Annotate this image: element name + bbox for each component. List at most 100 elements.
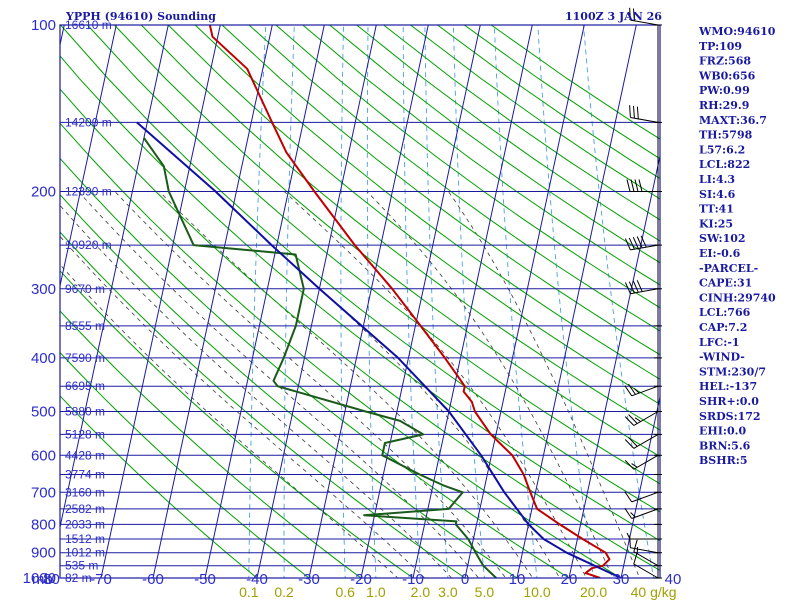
height-label-600: 4428 m <box>65 448 105 462</box>
wind-barb-staff <box>630 19 659 26</box>
isotherm--40 <box>256 25 377 578</box>
wind-barb-feather <box>633 105 635 119</box>
dry-adiabat-110 <box>194 25 660 380</box>
mixing-ratio-line-10 <box>493 25 538 578</box>
moist-adiabat-5 <box>78 191 480 578</box>
moist-adiabat-25 <box>283 191 587 578</box>
wind-barb-feather <box>632 280 639 293</box>
wind-barb-feather <box>624 491 633 503</box>
index-entry: -WIND- <box>699 351 745 364</box>
index-entry: CAP:7.2 <box>699 321 747 334</box>
pressure-label-900: 900 <box>31 545 56 562</box>
height-label-150: 14200 m <box>65 115 112 129</box>
temperature-profile <box>208 25 611 578</box>
index-entry: TP:109 <box>699 40 742 53</box>
wind-barb-feather <box>624 282 631 294</box>
wind-barb-staff <box>630 288 659 295</box>
mixing-ratio-label: 0.2 <box>274 584 294 600</box>
height-label-300: 9670 m <box>65 282 105 296</box>
pressure-label-800: 800 <box>31 516 56 533</box>
dry-adiabat-20 <box>60 157 570 578</box>
wind-barb-feather <box>636 236 643 249</box>
temp-tick-label: -30 <box>298 571 320 588</box>
index-entry: LCL:766 <box>699 306 751 319</box>
temp-tick-label: -80 <box>38 571 60 588</box>
mixing-ratio-label: 20.0 <box>580 584 607 600</box>
wind-barb-staff <box>633 454 659 470</box>
wind-barb-staff <box>631 385 659 397</box>
wind-barb <box>629 105 659 123</box>
temp-tick-label: 10 <box>509 571 526 588</box>
index-entry: EI:-0.6 <box>699 247 741 260</box>
wind-barb-feather <box>624 460 635 470</box>
dry-adiabat-140 <box>275 25 660 309</box>
wind-barb-feather <box>636 280 643 292</box>
wind-barb-feather <box>628 437 638 447</box>
wind-barb-feather <box>624 385 633 397</box>
mixing-ratio-label: 0.6 <box>335 584 355 600</box>
temp-tick-label: -50 <box>194 571 216 588</box>
wind-barb-staff <box>631 491 659 503</box>
dry-adiabat-60 <box>60 25 660 513</box>
temp-tick-label: -10 <box>402 571 424 588</box>
dry-adiabat-100 <box>167 25 660 405</box>
height-label-900: 1012 m <box>65 546 105 560</box>
wind-barb <box>633 539 659 567</box>
plot-frame <box>59 24 661 579</box>
pressure-label-700: 700 <box>31 484 56 501</box>
parcel-profile <box>136 121 622 578</box>
moist-adiabat-35 <box>448 191 641 578</box>
wind-barb-feather <box>634 417 641 422</box>
wind-barb-staff <box>633 551 659 567</box>
pressure-label-500: 500 <box>31 404 56 421</box>
isotherm-30 <box>620 394 660 578</box>
mixing-ratio-line-1 <box>366 25 377 578</box>
index-entry: BSHR:5 <box>699 454 748 467</box>
wind-barb-feather <box>624 439 635 449</box>
wind-barb-feather <box>633 8 635 21</box>
moist-adiabat-15 <box>159 191 534 578</box>
dry-adiabat--30 <box>60 351 310 578</box>
wind-barb <box>629 7 659 26</box>
wind-barb-feather <box>632 236 639 249</box>
wind-barb-feather <box>626 179 631 192</box>
wind-barb-feather <box>630 512 636 518</box>
pressure-unit-label: mb <box>32 571 53 588</box>
temp-tick-label: 20 <box>561 571 578 588</box>
pressure-label-600: 600 <box>31 447 56 464</box>
isotherm--70 <box>100 25 221 578</box>
temp-tick-label: -20 <box>350 571 372 588</box>
moist-adiabat-30 <box>366 191 614 578</box>
wind-barb-feather <box>633 551 638 565</box>
wind-barb-feather <box>628 383 636 395</box>
dry-adiabat-150 <box>302 25 660 286</box>
dry-adiabat-70 <box>87 25 660 485</box>
temp-tick-label: -60 <box>142 571 164 588</box>
index-entry: LFC:-1 <box>699 336 740 349</box>
wind-barb <box>624 491 659 503</box>
dry-adiabat--10 <box>60 270 414 578</box>
index-entry: SRDS:172 <box>699 410 761 423</box>
height-label-350: 8555 m <box>65 319 105 333</box>
wind-barb-feather <box>634 179 639 192</box>
wind-barb-staff <box>631 508 659 519</box>
isotherm--60 <box>152 25 273 578</box>
temp-tick-label: -70 <box>90 571 112 588</box>
dry-adiabat-160 <box>329 25 660 264</box>
wind-barb-feather <box>630 179 635 192</box>
height-label-450: 6695 m <box>65 379 105 393</box>
isotherm--90 <box>60 25 117 289</box>
index-entry: STM:230/7 <box>699 365 766 378</box>
height-label-750: 2582 m <box>65 502 105 516</box>
wind-barb-feather <box>628 237 635 250</box>
index-entry: WB0:656 <box>698 69 756 82</box>
index-entry: SHR+:0.0 <box>699 395 759 408</box>
wind-barb <box>624 454 659 470</box>
index-entry: RH:29.9 <box>699 99 749 112</box>
height-label-500: 5880 m <box>65 405 105 419</box>
wind-barb <box>624 411 659 426</box>
wind-barb-feather <box>624 238 631 251</box>
mixing-ratio-label: 0.1 <box>239 584 259 600</box>
index-entry: MAXT:36.7 <box>699 114 767 127</box>
pressure-label-1000: 1000 <box>23 570 56 587</box>
